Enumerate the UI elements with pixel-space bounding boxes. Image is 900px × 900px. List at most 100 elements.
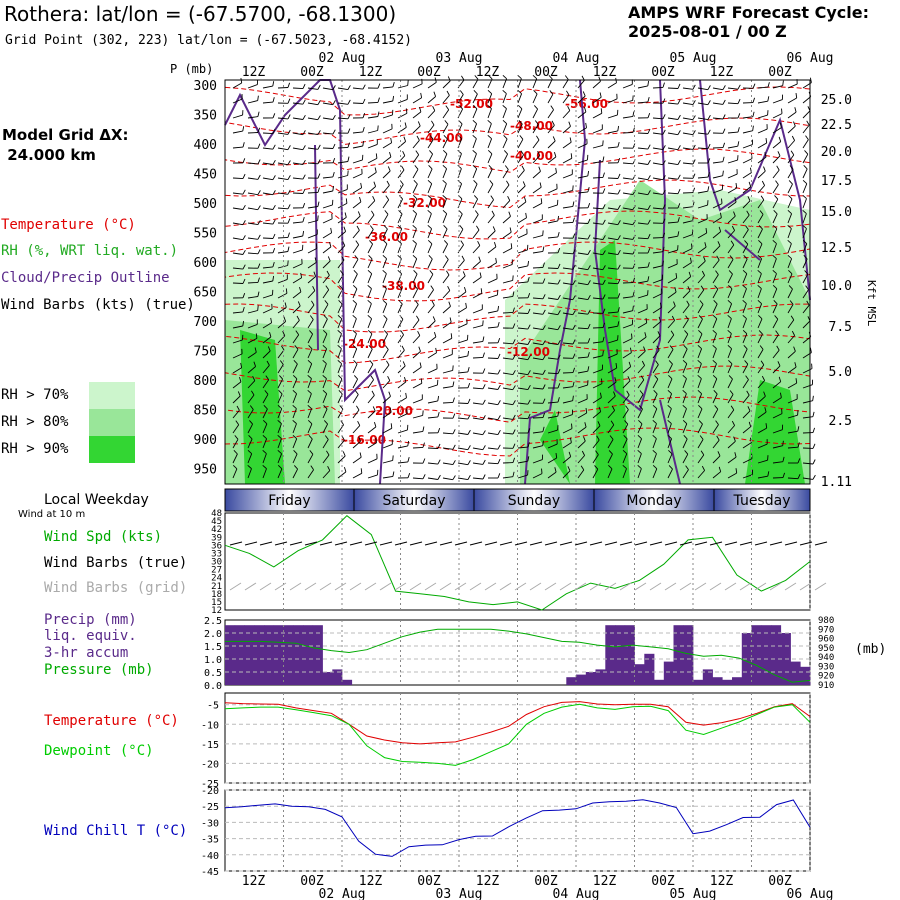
wind-barb-flag <box>541 468 543 474</box>
wind-barb-flag <box>417 330 421 336</box>
wind-barb <box>352 409 360 419</box>
wind-barb <box>427 384 438 389</box>
wind-barb-flag <box>477 240 481 246</box>
wind-barb <box>397 381 407 389</box>
wind-barb <box>472 168 478 179</box>
wind-barb-flag <box>446 270 450 276</box>
wind-barb <box>322 117 333 120</box>
wind-barb <box>412 288 418 299</box>
wind-barb <box>487 246 497 254</box>
wind-barb <box>622 237 633 240</box>
wind-barb-flag <box>788 194 793 200</box>
pressure-tick-450: 450 <box>194 167 217 182</box>
wind-barb <box>682 469 689 479</box>
wind-barb <box>682 363 688 374</box>
wind-barb-flag <box>512 354 516 360</box>
wind-barb-flag <box>662 114 666 119</box>
temperature-label: Temperature (°C) <box>44 713 179 729</box>
wind-barb <box>607 424 615 434</box>
temperature-label-11: -16.00 <box>343 433 386 447</box>
wind-barb <box>772 365 781 374</box>
wind-barb <box>637 101 648 104</box>
wind-barb <box>337 259 345 269</box>
wind-barb <box>757 380 765 389</box>
wind-barb <box>307 206 318 209</box>
wind-barb <box>352 333 357 344</box>
wind-barb-flag <box>721 198 723 204</box>
wind-barb-flag <box>585 122 587 128</box>
wind-barb-flag <box>662 246 665 252</box>
wind-barb-flag <box>704 242 707 248</box>
wind-barb-flag <box>683 434 688 440</box>
wind-barb-flag <box>794 107 797 113</box>
wind-barb <box>487 215 495 224</box>
legend-rh: RH (%, WRT liq. wat.) <box>1 243 179 259</box>
wind-barb-flag <box>802 239 808 245</box>
wind-barb <box>472 153 477 164</box>
wind-barb <box>232 222 243 226</box>
surface-wind-barb-true <box>439 541 453 546</box>
precip-bar-12 <box>342 679 353 685</box>
wind-barb-flag <box>542 246 545 252</box>
wind-barb <box>367 333 373 344</box>
pressure-tick-900: 900 <box>194 433 217 448</box>
pressure-right-tick-940: 940 <box>818 653 834 663</box>
wind-barb <box>727 378 733 389</box>
surface-wind-barb-true <box>694 541 708 546</box>
wind-barb-flag <box>512 339 516 344</box>
wind-barb <box>412 169 419 179</box>
wind-barb-flag <box>758 225 763 230</box>
pressure-right-tick-960: 960 <box>818 635 834 645</box>
wind-barb-flag <box>347 170 349 176</box>
wind-barb <box>487 138 493 149</box>
wind-barb <box>637 308 648 314</box>
wind-barb <box>697 132 708 135</box>
wind-barb <box>262 207 273 210</box>
wind-barb <box>292 291 302 299</box>
wind-barb-flag <box>444 255 449 260</box>
wind-barb-flag <box>415 150 420 156</box>
wind-barb <box>532 459 543 464</box>
wind-barb <box>517 139 524 149</box>
wind-barb-flag <box>373 181 377 187</box>
wind-barb <box>352 425 361 434</box>
wind-barb <box>412 154 420 164</box>
wind-barb-flag <box>617 125 620 131</box>
wind-barb-flag <box>452 429 456 434</box>
wind-barb-flag <box>519 135 524 140</box>
wind-barb-flag <box>452 444 456 450</box>
wind-barb <box>247 352 257 359</box>
wind-barb <box>607 311 619 314</box>
wind-barb <box>757 114 768 119</box>
wind-barb-flag <box>685 465 689 470</box>
wind-barb-flag <box>542 230 544 236</box>
wind-barb-flag <box>368 254 373 260</box>
surface-wind-barb-grid <box>724 582 737 591</box>
wind-barb-flag <box>542 355 546 360</box>
legend-cloud-outline: Cloud/Precip Outline <box>1 270 170 286</box>
wind-barb <box>487 326 498 329</box>
wind-barb-flag <box>272 175 276 180</box>
wind-barb <box>667 423 672 434</box>
wind-barb <box>547 415 558 419</box>
wind-barb <box>772 397 782 404</box>
wind-barb-flag <box>778 136 782 142</box>
wind-barb <box>307 469 314 479</box>
wind-barb <box>247 177 258 180</box>
precip-bar-35 <box>566 677 577 685</box>
wind-barb <box>292 87 304 90</box>
precip-bar-6 <box>283 625 294 685</box>
wind-barb <box>772 273 777 284</box>
wind-barb <box>277 307 287 314</box>
wind-barb-flag <box>548 74 553 80</box>
wind-barb <box>652 86 664 89</box>
wind-barb-flag <box>254 347 257 353</box>
surface-wind-barb-grid <box>679 582 692 591</box>
wind-barb <box>262 379 270 389</box>
surface-wind-barb-true <box>349 541 363 546</box>
wind-barb <box>772 198 779 209</box>
wind-barb-flag <box>482 445 486 450</box>
wind-barb <box>307 117 318 121</box>
wind-barb <box>397 461 408 464</box>
wind-barb-flag <box>497 473 501 479</box>
